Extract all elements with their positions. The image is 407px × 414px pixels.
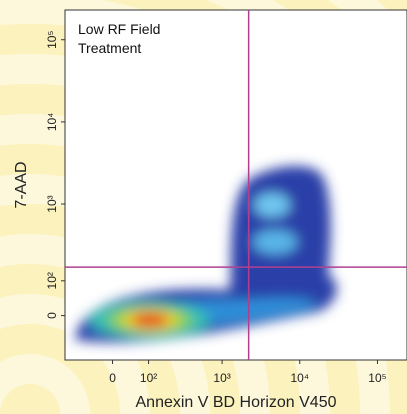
y-tick-label: 10⁵ — [45, 31, 59, 49]
x-tick-label: 10⁴ — [290, 371, 309, 385]
x-tick-label: 10³ — [213, 371, 230, 385]
y-tick-label: 10³ — [45, 195, 59, 212]
chart-title: Low RF Field Treatment — [78, 21, 161, 56]
y-tick-label: 10⁴ — [45, 113, 59, 132]
y-tick-label: 10² — [45, 272, 59, 289]
x-tick-label: 0 — [109, 371, 116, 385]
y-tick-label: 0 — [45, 312, 59, 319]
x-tick-label: 10⁵ — [368, 371, 386, 385]
x-axis-label: Annexin V BD Horizon V450 — [136, 394, 337, 411]
density-cloud — [75, 165, 337, 343]
y-axis-label: 7-AAD — [13, 161, 30, 208]
x-tick-label: 10² — [140, 371, 157, 385]
